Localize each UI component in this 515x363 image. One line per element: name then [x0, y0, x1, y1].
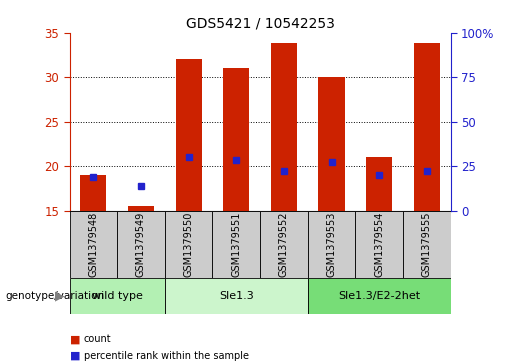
- Text: count: count: [84, 334, 112, 344]
- Text: Sle1.3/E2-2het: Sle1.3/E2-2het: [338, 291, 420, 301]
- Bar: [403, 211, 451, 278]
- Bar: [70, 278, 165, 314]
- Text: wild type: wild type: [92, 291, 143, 301]
- Text: genotype/variation: genotype/variation: [5, 291, 104, 301]
- Title: GDS5421 / 10542253: GDS5421 / 10542253: [185, 16, 335, 30]
- Bar: [117, 211, 165, 278]
- Bar: [318, 77, 345, 211]
- Text: ■: ■: [70, 334, 80, 344]
- Text: percentile rank within the sample: percentile rank within the sample: [84, 351, 249, 361]
- Bar: [271, 43, 297, 211]
- Text: GSM1379554: GSM1379554: [374, 211, 384, 277]
- Text: ▶: ▶: [55, 289, 64, 302]
- Text: Sle1.3: Sle1.3: [219, 291, 253, 301]
- Bar: [165, 211, 212, 278]
- Bar: [307, 278, 451, 314]
- Text: GSM1379550: GSM1379550: [184, 211, 194, 277]
- Bar: [176, 59, 202, 211]
- Bar: [128, 206, 154, 211]
- Bar: [70, 211, 117, 278]
- Text: ■: ■: [70, 351, 80, 361]
- Bar: [414, 43, 440, 211]
- Bar: [165, 278, 308, 314]
- Bar: [260, 211, 308, 278]
- Bar: [212, 211, 260, 278]
- Text: GSM1379552: GSM1379552: [279, 211, 289, 277]
- Bar: [80, 175, 107, 211]
- Text: GSM1379549: GSM1379549: [136, 212, 146, 277]
- Bar: [307, 211, 355, 278]
- Text: GSM1379548: GSM1379548: [89, 212, 98, 277]
- Bar: [355, 211, 403, 278]
- Text: GSM1379555: GSM1379555: [422, 211, 432, 277]
- Bar: [223, 68, 249, 211]
- Bar: [366, 157, 392, 211]
- Text: GSM1379551: GSM1379551: [231, 211, 241, 277]
- Text: GSM1379553: GSM1379553: [327, 211, 336, 277]
